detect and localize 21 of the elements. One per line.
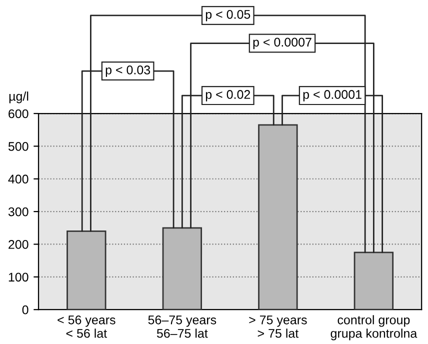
y-tick-label: 100 <box>8 272 28 282</box>
text: p < 0.0007 <box>253 38 312 50</box>
x-tick-label: control group grupa kontrolna <box>330 315 418 340</box>
text: p < 0.03 <box>106 66 150 77</box>
y-tick-label: 400 <box>8 174 28 184</box>
bar <box>354 252 394 310</box>
bar <box>162 227 202 310</box>
bar <box>258 124 298 310</box>
annotation: p < 0.02 <box>206 90 250 102</box>
x-tick-label: > 75 years > 75 lat <box>249 316 307 338</box>
y-tick-label: 0 <box>22 305 28 314</box>
x-tick-label: 56–75 years 56–75 lat <box>148 315 216 338</box>
text: p < 0.05 <box>206 10 250 22</box>
y-axis-title: µg/l <box>9 92 28 104</box>
annotation: p < 0.0001 <box>303 90 362 102</box>
bar <box>66 230 106 310</box>
x-tick-label: < 56 years < 56 lat <box>58 315 116 338</box>
y-tick-label: 200 <box>8 240 28 249</box>
y-tick-label: 500 <box>8 142 28 151</box>
y-tick-label: 300 <box>8 207 28 216</box>
y-tick-label: 600 <box>8 109 28 118</box>
